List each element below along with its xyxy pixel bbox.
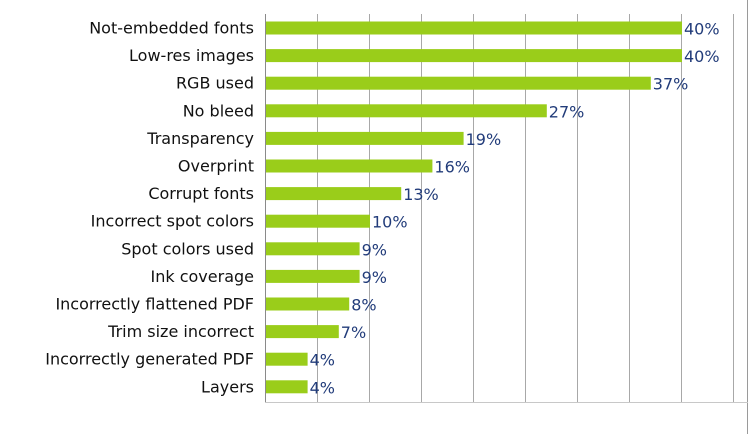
category-label: No bleed [183, 101, 254, 120]
bar [266, 187, 402, 201]
value-label: 9% [362, 240, 387, 259]
value-label: 37% [653, 75, 689, 94]
bar [266, 325, 339, 339]
grid-lines [317, 14, 734, 402]
category-label: Overprint [178, 157, 254, 176]
category-label: Low-res images [129, 46, 254, 65]
bar [266, 242, 360, 256]
bar [266, 49, 682, 63]
value-label: 10% [372, 213, 408, 232]
category-labels: Not-embedded fonts Low-res images RGB used… [45, 19, 254, 397]
category-label: Corrupt fonts [148, 184, 254, 203]
category-label: RGB used [176, 74, 254, 93]
category-label: Ink coverage [151, 267, 255, 286]
category-label: Trim size incorrect [107, 322, 254, 341]
value-label: 27% [549, 102, 585, 121]
value-label: 16% [434, 158, 470, 177]
bar [266, 159, 433, 173]
value-label: 13% [403, 185, 439, 204]
value-label: 19% [466, 130, 502, 149]
value-label: 9% [362, 268, 387, 287]
value-label: 40% [684, 20, 720, 39]
value-label: 8% [351, 296, 376, 315]
value-label: 7% [341, 323, 366, 342]
value-label: 40% [684, 47, 720, 66]
category-label: Not-embedded fonts [89, 19, 254, 38]
bar [266, 214, 370, 228]
bar [266, 76, 651, 90]
category-label: Incorrectly flattened PDF [55, 295, 254, 314]
category-label: Layers [201, 377, 254, 396]
bar [266, 104, 547, 118]
bar [266, 131, 464, 145]
bar [266, 269, 360, 283]
value-label: 4% [310, 378, 335, 397]
bar [266, 352, 308, 366]
category-label: Spot colors used [121, 239, 254, 258]
bar [266, 21, 682, 35]
value-labels: 40% 40% 37% 27% 19% 16% 13% 10% 9% 9% 8% 7% 4% 4% [310, 20, 720, 398]
value-label: 4% [310, 351, 335, 370]
bar [266, 297, 350, 311]
bars [266, 21, 682, 394]
category-label: Incorrect spot colors [91, 212, 254, 231]
bar [266, 380, 308, 394]
category-label: Transparency [146, 129, 254, 148]
category-label: Incorrectly generated PDF [45, 350, 254, 369]
